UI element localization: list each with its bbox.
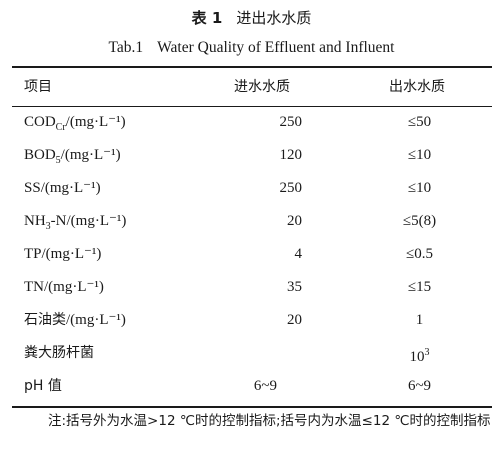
table-title-english: Tab.1 Water Quality of Effluent and Influ… (0, 38, 503, 58)
cell-item: NH3-N/(mg·L⁻¹) (24, 211, 126, 237)
effluent-superscript: 3 (424, 347, 430, 358)
cell-influent: 20 (222, 310, 302, 330)
effluent-value: 1 (415, 312, 424, 328)
effluent-value: ≤10 (407, 180, 432, 196)
item-subscript: Cr (55, 122, 66, 133)
cell-influent: 250 (222, 112, 303, 132)
cell-effluent: ≤15 (372, 277, 467, 297)
table-row: SS/(mg·L⁻¹) 250 ≤10 (12, 172, 492, 205)
influent-value: 35 (287, 279, 302, 295)
cell-item: SS/(mg·L⁻¹) (24, 178, 101, 198)
header-effluent: 出水水质 (389, 79, 445, 95)
cell-item: 粪大肠杆菌 (24, 343, 94, 363)
header-influent: 进水水质 (234, 79, 290, 95)
item-subscript: 5 (55, 155, 61, 166)
table-row: TN/(mg·L⁻¹) 35 ≤15 (12, 271, 492, 304)
table-number: 表 1 (191, 9, 223, 27)
item-name: 石油类 (24, 312, 66, 328)
influent-value: 250 (279, 114, 303, 130)
influent-value: 20 (287, 312, 302, 328)
table-row: BOD5/(mg·L⁻¹) 120 ≤10 (12, 139, 492, 172)
influent-value: 20 (287, 213, 302, 229)
cell-influent (222, 343, 302, 363)
item-name: 粪大肠杆菌 (24, 345, 94, 361)
cell-effluent: ≤5(8) (372, 211, 467, 231)
cell-influent: 35 (222, 277, 302, 297)
item-name: NH (24, 213, 46, 229)
item-name: TN (24, 279, 44, 295)
table-title-chinese: 表 1 进出水水质 (0, 8, 503, 28)
influent-value: 6~9 (253, 378, 277, 394)
cell-effluent: 103 (372, 343, 467, 367)
cell-effluent: ≤10 (372, 145, 467, 165)
item-name: TP (24, 246, 42, 262)
effluent-value: ≤15 (407, 279, 432, 295)
influent-value: 4 (294, 246, 303, 262)
table-header-row: 项目 进水水质 出水水质 (12, 67, 492, 106)
table-row: CODCr/(mg·L⁻¹) 250 ≤50 (12, 106, 492, 139)
item-subscript: 3 (45, 221, 51, 232)
cell-influent: 6~9 (212, 376, 312, 396)
item-unit: /(mg·L⁻¹) (44, 279, 104, 295)
cell-effluent: 1 (372, 310, 467, 330)
effluent-value: ≤50 (407, 114, 432, 130)
table-row: 粪大肠杆菌 103 (12, 337, 492, 370)
table-note: 注:括号外为水温>12 ℃时的控制指标;括号内为水温≤12 ℃时的控制指标 (48, 413, 491, 429)
cell-item: CODCr/(mg·L⁻¹) (24, 112, 126, 138)
item-name: COD (24, 114, 56, 130)
item-unit: -N/(mg·L⁻¹) (50, 213, 127, 229)
table-row: 石油类/(mg·L⁻¹) 20 1 (12, 304, 492, 337)
cell-influent: 120 (222, 145, 303, 165)
table-bottom-rule (12, 406, 492, 408)
influent-value: 250 (279, 180, 303, 196)
item-name: SS (24, 180, 41, 196)
cell-effluent: ≤0.5 (372, 244, 467, 264)
cell-influent: 20 (222, 211, 302, 231)
effluent-value: ≤0.5 (406, 246, 433, 262)
item-name: BOD (24, 147, 56, 163)
item-unit: /(mg·L⁻¹) (65, 114, 126, 130)
effluent-value: ≤10 (407, 147, 432, 163)
table-row: NH3-N/(mg·L⁻¹) 20 ≤5(8) (12, 205, 492, 238)
table-number-en: Tab.1 (108, 39, 144, 56)
cell-influent: 4 (222, 244, 303, 264)
table-row: TP/(mg·L⁻¹) 4 ≤0.5 (12, 238, 492, 271)
table-title-en-text: Water Quality of Effluent and Influent (157, 39, 395, 56)
header-item: 项目 (24, 79, 52, 95)
item-unit: /(mg·L⁻¹) (41, 246, 102, 262)
cell-item: 石油类/(mg·L⁻¹) (24, 310, 126, 330)
influent-value: 120 (279, 147, 303, 163)
table-row: pH 值 6~9 6~9 (12, 370, 492, 403)
cell-effluent: ≤50 (372, 112, 467, 132)
item-unit: /(mg·L⁻¹) (40, 180, 101, 196)
cell-item: TN/(mg·L⁻¹) (24, 277, 104, 297)
cell-item: TP/(mg·L⁻¹) (24, 244, 101, 264)
effluent-value: 6~9 (407, 378, 432, 394)
item-unit: /(mg·L⁻¹) (60, 147, 121, 163)
cell-effluent: ≤10 (372, 178, 467, 198)
table-top-rule (12, 66, 492, 68)
cell-influent: 250 (222, 178, 303, 198)
cell-item: pH 值 (24, 376, 62, 396)
item-name: pH 值 (24, 378, 62, 394)
table-title-cn-text: 进出水水质 (236, 9, 312, 27)
effluent-value: 10 (409, 349, 425, 365)
cell-item: BOD5/(mg·L⁻¹) (24, 145, 121, 171)
item-unit: /(mg·L⁻¹) (66, 312, 126, 328)
table-header-rule (12, 106, 492, 107)
effluent-value: ≤5(8) (402, 213, 437, 229)
cell-effluent: 6~9 (372, 376, 467, 396)
